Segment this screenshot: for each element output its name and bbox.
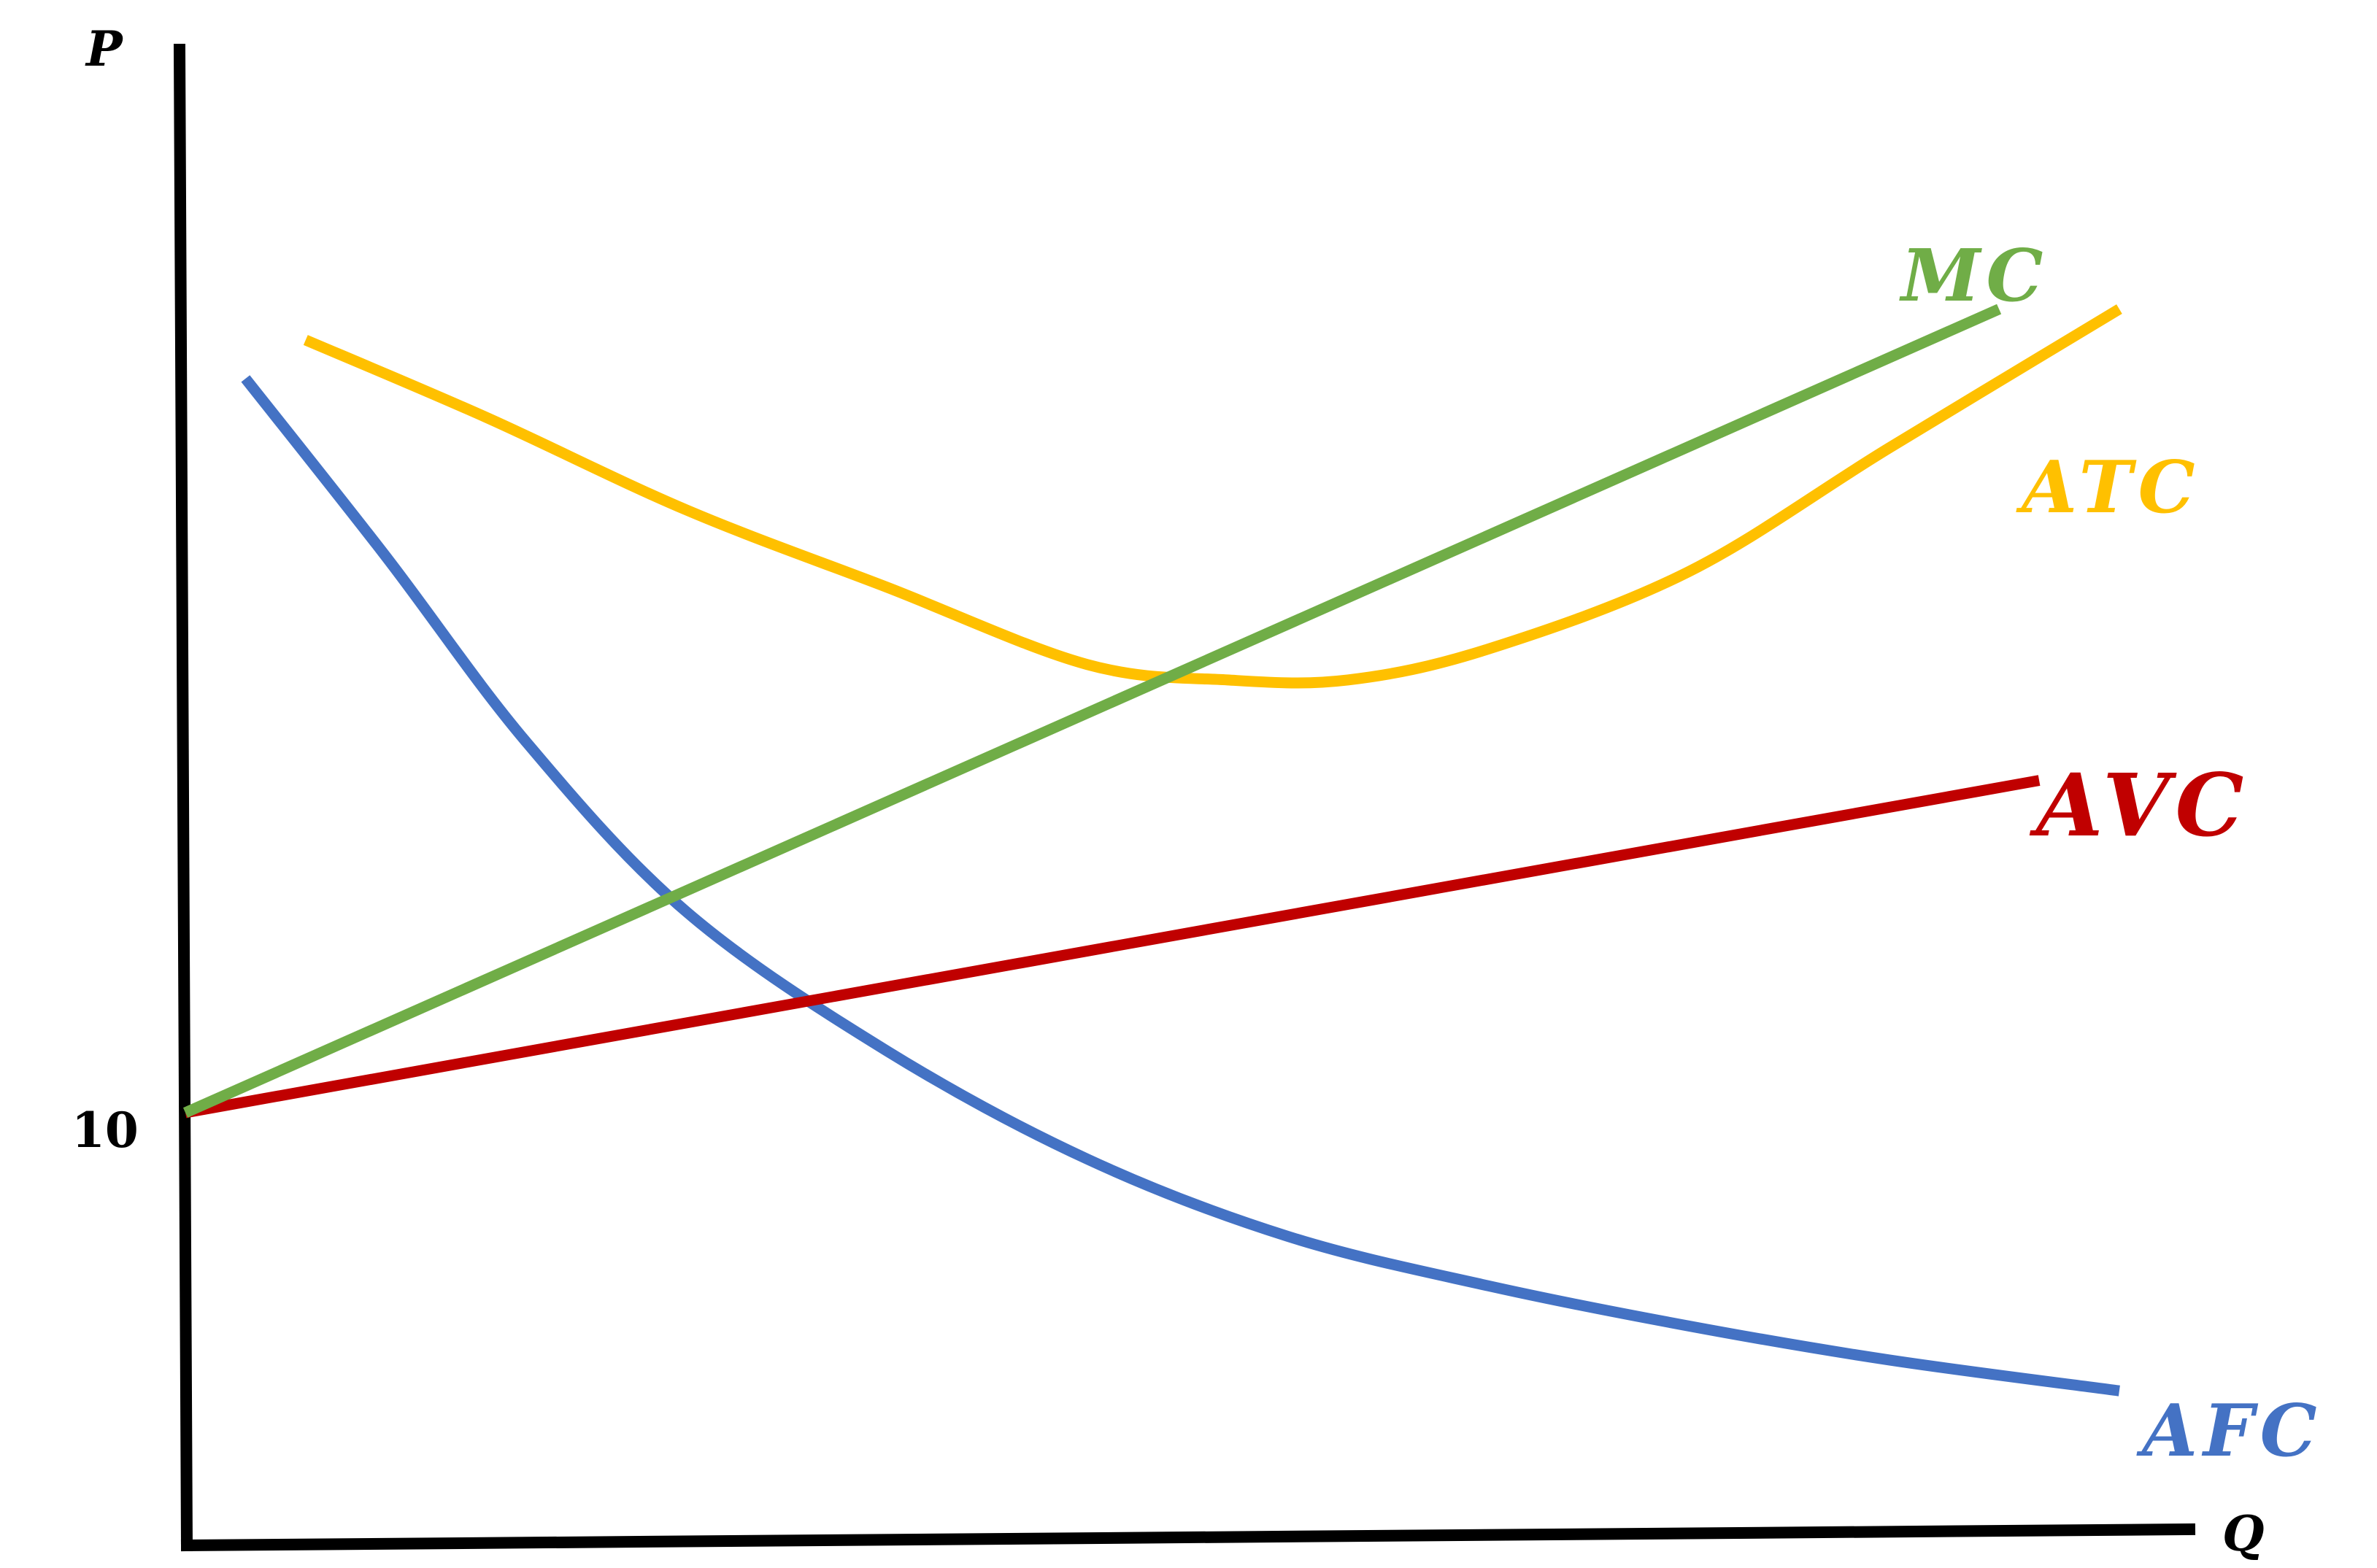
y-tick-label-10: 10 <box>72 1102 139 1159</box>
series-line-atc <box>303 304 2122 689</box>
series-line-afc <box>241 375 2120 1397</box>
y-axis-label: P <box>85 20 124 77</box>
x-axis-label: Q <box>2222 1505 2265 1562</box>
series-label-atc: ATC <box>2016 446 2201 530</box>
series-line-avc <box>184 775 2041 1119</box>
series-label-mc: MC <box>1899 234 2049 318</box>
y-axis <box>173 43 193 1552</box>
series-line-mc <box>182 304 2002 1118</box>
series-label-afc: AFC <box>2136 1389 2323 1473</box>
series-label-avc: AVC <box>2029 754 2249 856</box>
x-axis <box>180 1523 2196 1552</box>
series-layer <box>182 304 2122 1397</box>
